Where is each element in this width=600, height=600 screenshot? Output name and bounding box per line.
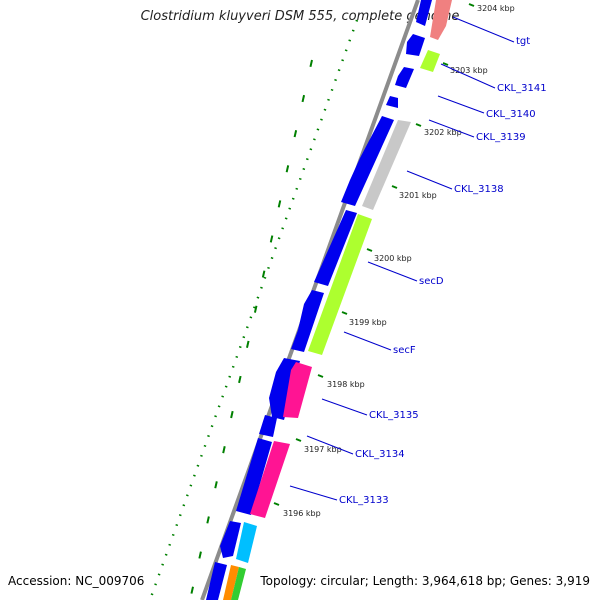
genome-summary-text: Topology: circular; Length: 3,964,618 bp… (260, 574, 590, 588)
gene-label-ckl-3141[interactable]: CKL_3141 (497, 83, 547, 94)
cds-green[interactable] (231, 567, 246, 600)
cds-green[interactable] (308, 214, 372, 355)
cds-arrow-forward[interactable] (206, 562, 227, 600)
gene-label-ckl-3139[interactable]: CKL_3139 (476, 132, 526, 143)
cds-orange[interactable] (223, 565, 239, 600)
scale-label: 3204 kbp (477, 4, 515, 13)
reverse-strand-features (223, 0, 452, 600)
cds-arrow-forward[interactable] (395, 67, 414, 88)
gene-label-secd[interactable]: secD (419, 276, 444, 287)
gene-label-ckl-3138[interactable]: CKL_3138 (454, 184, 504, 195)
scale-label: 3202 kbp (424, 128, 462, 137)
scale-labels: 3204 kbp 3203 kbp 3202 kbp 3201 kbp 3200… (283, 4, 515, 518)
cds-salmon[interactable] (430, 0, 452, 40)
scale-ticks (273, 3, 475, 506)
gene-label-ckl-3135[interactable]: CKL_3135 (369, 410, 419, 421)
cds-gray[interactable] (362, 120, 411, 210)
cds-arrow-forward[interactable] (259, 415, 277, 437)
scale-label: 3203 kbp (450, 66, 488, 75)
cds-arrow-forward[interactable] (341, 116, 394, 206)
scale-label: 3198 kbp (327, 380, 365, 389)
scale-label: 3200 kbp (374, 254, 412, 263)
gene-label-secf[interactable]: secF (393, 345, 416, 356)
scale-label: 3199 kbp (349, 318, 387, 327)
scale-label: 3201 kbp (399, 191, 437, 200)
accession-text: Accession: NC_009706 (8, 574, 145, 588)
cds-cyan[interactable] (236, 522, 257, 563)
cds-arrow-forward[interactable] (406, 34, 425, 56)
cds-arrow-forward[interactable] (314, 210, 357, 286)
cds-green[interactable] (420, 50, 440, 72)
map-title: Clostridium kluyveri DSM 555, complete g… (140, 9, 460, 24)
gene-label-tgt[interactable]: tgt (516, 36, 530, 47)
cds-arrow-forward[interactable] (291, 290, 324, 352)
cds-pink[interactable] (283, 362, 312, 418)
cds-arrow-forward[interactable] (416, 0, 432, 26)
scale-label: 3197 kbp (304, 445, 342, 454)
cds-arrow-forward[interactable] (220, 521, 241, 558)
cds-arrow-forward[interactable] (236, 438, 272, 515)
inner-dashed-ring (189, 59, 313, 600)
gene-label-pointers (289, 16, 515, 501)
scale-label: 3196 kbp (283, 509, 321, 518)
gene-label-ckl-3140[interactable]: CKL_3140 (486, 109, 536, 120)
forward-strand-features (206, 0, 432, 600)
gene-label-ckl-3133[interactable]: CKL_3133 (339, 495, 389, 506)
gene-labels: tgt CKL_3141 CKL_3140 CKL_3139 CKL_3138 … (339, 36, 547, 506)
cds-arrow-forward[interactable] (386, 96, 398, 108)
gene-label-ckl-3134[interactable]: CKL_3134 (355, 449, 405, 460)
cds-pink[interactable] (250, 441, 290, 518)
